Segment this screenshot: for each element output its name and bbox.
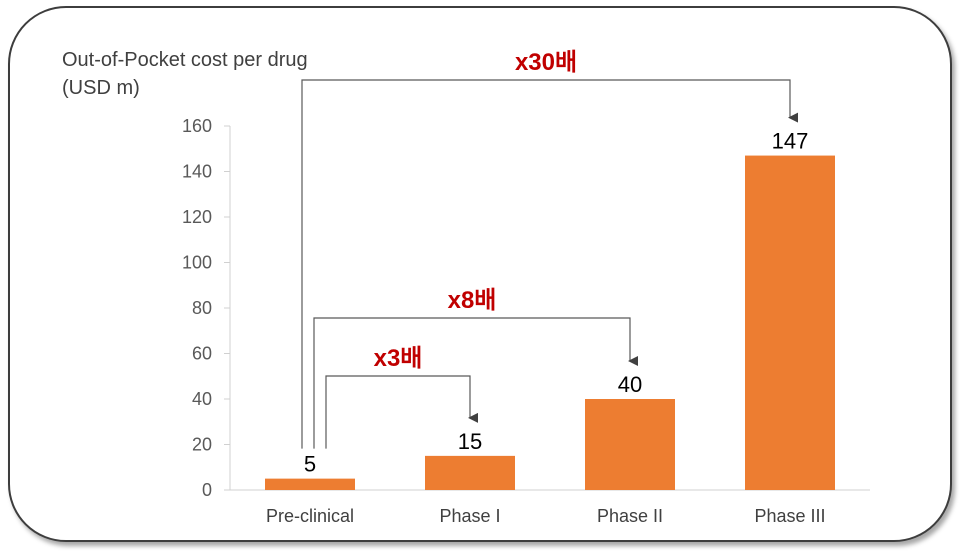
- y-tick-label: 100: [182, 253, 212, 273]
- x-tick-label: Phase III: [754, 506, 825, 526]
- x-tick-label: Pre-clinical: [266, 506, 354, 526]
- annotation-label: x30배: [515, 49, 577, 76]
- x-tick-label: Phase II: [597, 506, 663, 526]
- bracket-arrow: [325, 375, 478, 449]
- data-label: 5: [304, 452, 316, 477]
- annotation-label: x8배: [448, 287, 497, 314]
- bar-phase-ii: [585, 399, 675, 490]
- y-tick-label: 120: [182, 207, 212, 227]
- bracket-arrow: [301, 79, 798, 449]
- y-tick-label: 60: [192, 344, 212, 364]
- y-tick-label: 0: [202, 480, 212, 500]
- x-tick-label: Phase I: [439, 506, 500, 526]
- bar-pre-clinical: [265, 478, 355, 490]
- y-tick-label: 40: [192, 389, 212, 409]
- y-tick-label: 140: [182, 162, 212, 182]
- bar-phase-i: [425, 455, 515, 490]
- data-label: 15: [458, 429, 482, 454]
- data-label: 40: [618, 372, 642, 397]
- y-tick-label: 80: [192, 298, 212, 318]
- y-axis-title-line1: Out-of-Pocket cost per drug: [62, 49, 308, 71]
- bracket-arrow: [313, 317, 638, 449]
- bar-phase-iii: [745, 155, 835, 490]
- y-axis-title-line2: (USD m): [62, 77, 140, 99]
- data-label: 147: [772, 129, 809, 154]
- annotation-label: x3배: [374, 345, 423, 372]
- y-tick-label: 160: [182, 116, 212, 136]
- y-tick-label: 20: [192, 435, 212, 455]
